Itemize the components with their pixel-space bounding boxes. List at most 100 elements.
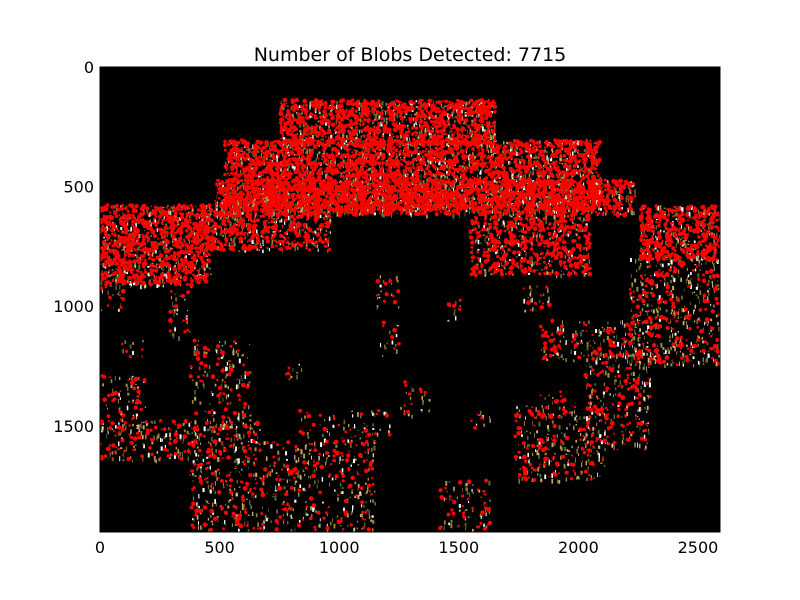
texture-speck [234, 524, 237, 526]
texture-speck [273, 221, 275, 224]
texture-speck [369, 110, 371, 112]
texture-speck [523, 147, 525, 152]
texture-speck [702, 362, 705, 365]
texture-speck [216, 232, 218, 236]
texture-speck [130, 384, 133, 388]
texture-speck [242, 180, 243, 184]
texture-speck [643, 343, 644, 349]
texture-speck [238, 180, 240, 184]
texture-speck [329, 210, 331, 216]
texture-speck [122, 459, 125, 461]
texture-speck [150, 420, 152, 424]
texture-speck [429, 144, 432, 149]
texture-speck [665, 241, 667, 245]
texture-speck [454, 178, 456, 181]
texture-speck [190, 229, 193, 234]
texture-speck [108, 255, 110, 258]
texture-speck [632, 211, 635, 216]
texture-speck [263, 191, 265, 196]
texture-speck [700, 350, 702, 353]
texture-speck [641, 433, 643, 435]
texture-speck [413, 206, 416, 209]
texture-speck [535, 157, 537, 160]
texture-speck [232, 364, 235, 368]
texture-speck [350, 201, 352, 204]
texture-speck [673, 277, 676, 283]
texture-speck [192, 378, 194, 382]
texture-speck [306, 145, 309, 147]
texture-speck [657, 299, 659, 301]
texture-speck [422, 186, 424, 189]
texture-speck [223, 210, 225, 213]
texture-speck [636, 298, 639, 301]
texture-speck [645, 310, 648, 313]
texture-speck [551, 413, 554, 416]
texture-speck [604, 413, 606, 417]
texture-speck [647, 395, 649, 400]
texture-speck [125, 383, 128, 387]
texture-speck [551, 442, 554, 448]
texture-speck [304, 152, 307, 154]
texture-speck [540, 198, 542, 203]
texture-speck [100, 428, 103, 430]
texture-speck [540, 253, 542, 255]
texture-speck [315, 123, 317, 126]
texture-speck [518, 173, 520, 178]
texture-speck [524, 173, 527, 179]
texture-speck [634, 442, 636, 448]
texture-speck [419, 124, 420, 128]
texture-speck [428, 193, 431, 196]
texture-speck [190, 213, 192, 218]
texture-speck [517, 141, 520, 145]
texture-speck [302, 171, 304, 173]
texture-speck [510, 215, 513, 218]
texture-speck [234, 423, 236, 426]
texture-speck [574, 351, 577, 355]
texture-speck [233, 238, 235, 244]
texture-speck [453, 206, 456, 208]
texture-speck [495, 250, 497, 255]
texture-speck [147, 251, 150, 256]
texture-speck [230, 237, 232, 241]
texture-speck [595, 164, 598, 167]
texture-speck [682, 361, 684, 367]
texture-speck [383, 198, 386, 203]
texture-speck [223, 482, 224, 488]
texture-speck [718, 326, 720, 328]
texture-speck [701, 337, 704, 340]
texture-speck [688, 232, 690, 234]
texture-speck [591, 411, 594, 415]
texture-speck [117, 293, 119, 295]
texture-speck [678, 275, 680, 278]
texture-speck [464, 166, 466, 170]
texture-speck [599, 420, 601, 422]
texture-speck [364, 113, 366, 115]
texture-speck [647, 366, 650, 369]
texture-speck [640, 280, 642, 284]
texture-speck [586, 358, 589, 363]
texture-speck [176, 308, 179, 312]
texture-speck [572, 151, 574, 157]
texture-speck [692, 356, 695, 360]
texture-speck [551, 269, 554, 274]
texture-speck [159, 265, 161, 269]
texture-speck [412, 183, 414, 185]
texture-speck [585, 460, 587, 466]
texture-speck [614, 380, 616, 385]
texture-speck [182, 422, 185, 427]
texture-speck [655, 308, 658, 312]
texture-speck [327, 249, 329, 253]
texture-speck [585, 377, 588, 379]
texture-speck [158, 457, 161, 462]
texture-speck [302, 182, 303, 185]
texture-speck [687, 311, 689, 316]
texture-speck [110, 379, 113, 383]
texture-speck [537, 473, 539, 476]
texture-speck [596, 395, 597, 398]
texture-speck [703, 296, 704, 300]
texture-speck [141, 421, 143, 425]
texture-speck [138, 424, 141, 429]
texture-speck [313, 174, 315, 176]
texture-speck [354, 178, 357, 183]
texture-speck [684, 358, 686, 363]
